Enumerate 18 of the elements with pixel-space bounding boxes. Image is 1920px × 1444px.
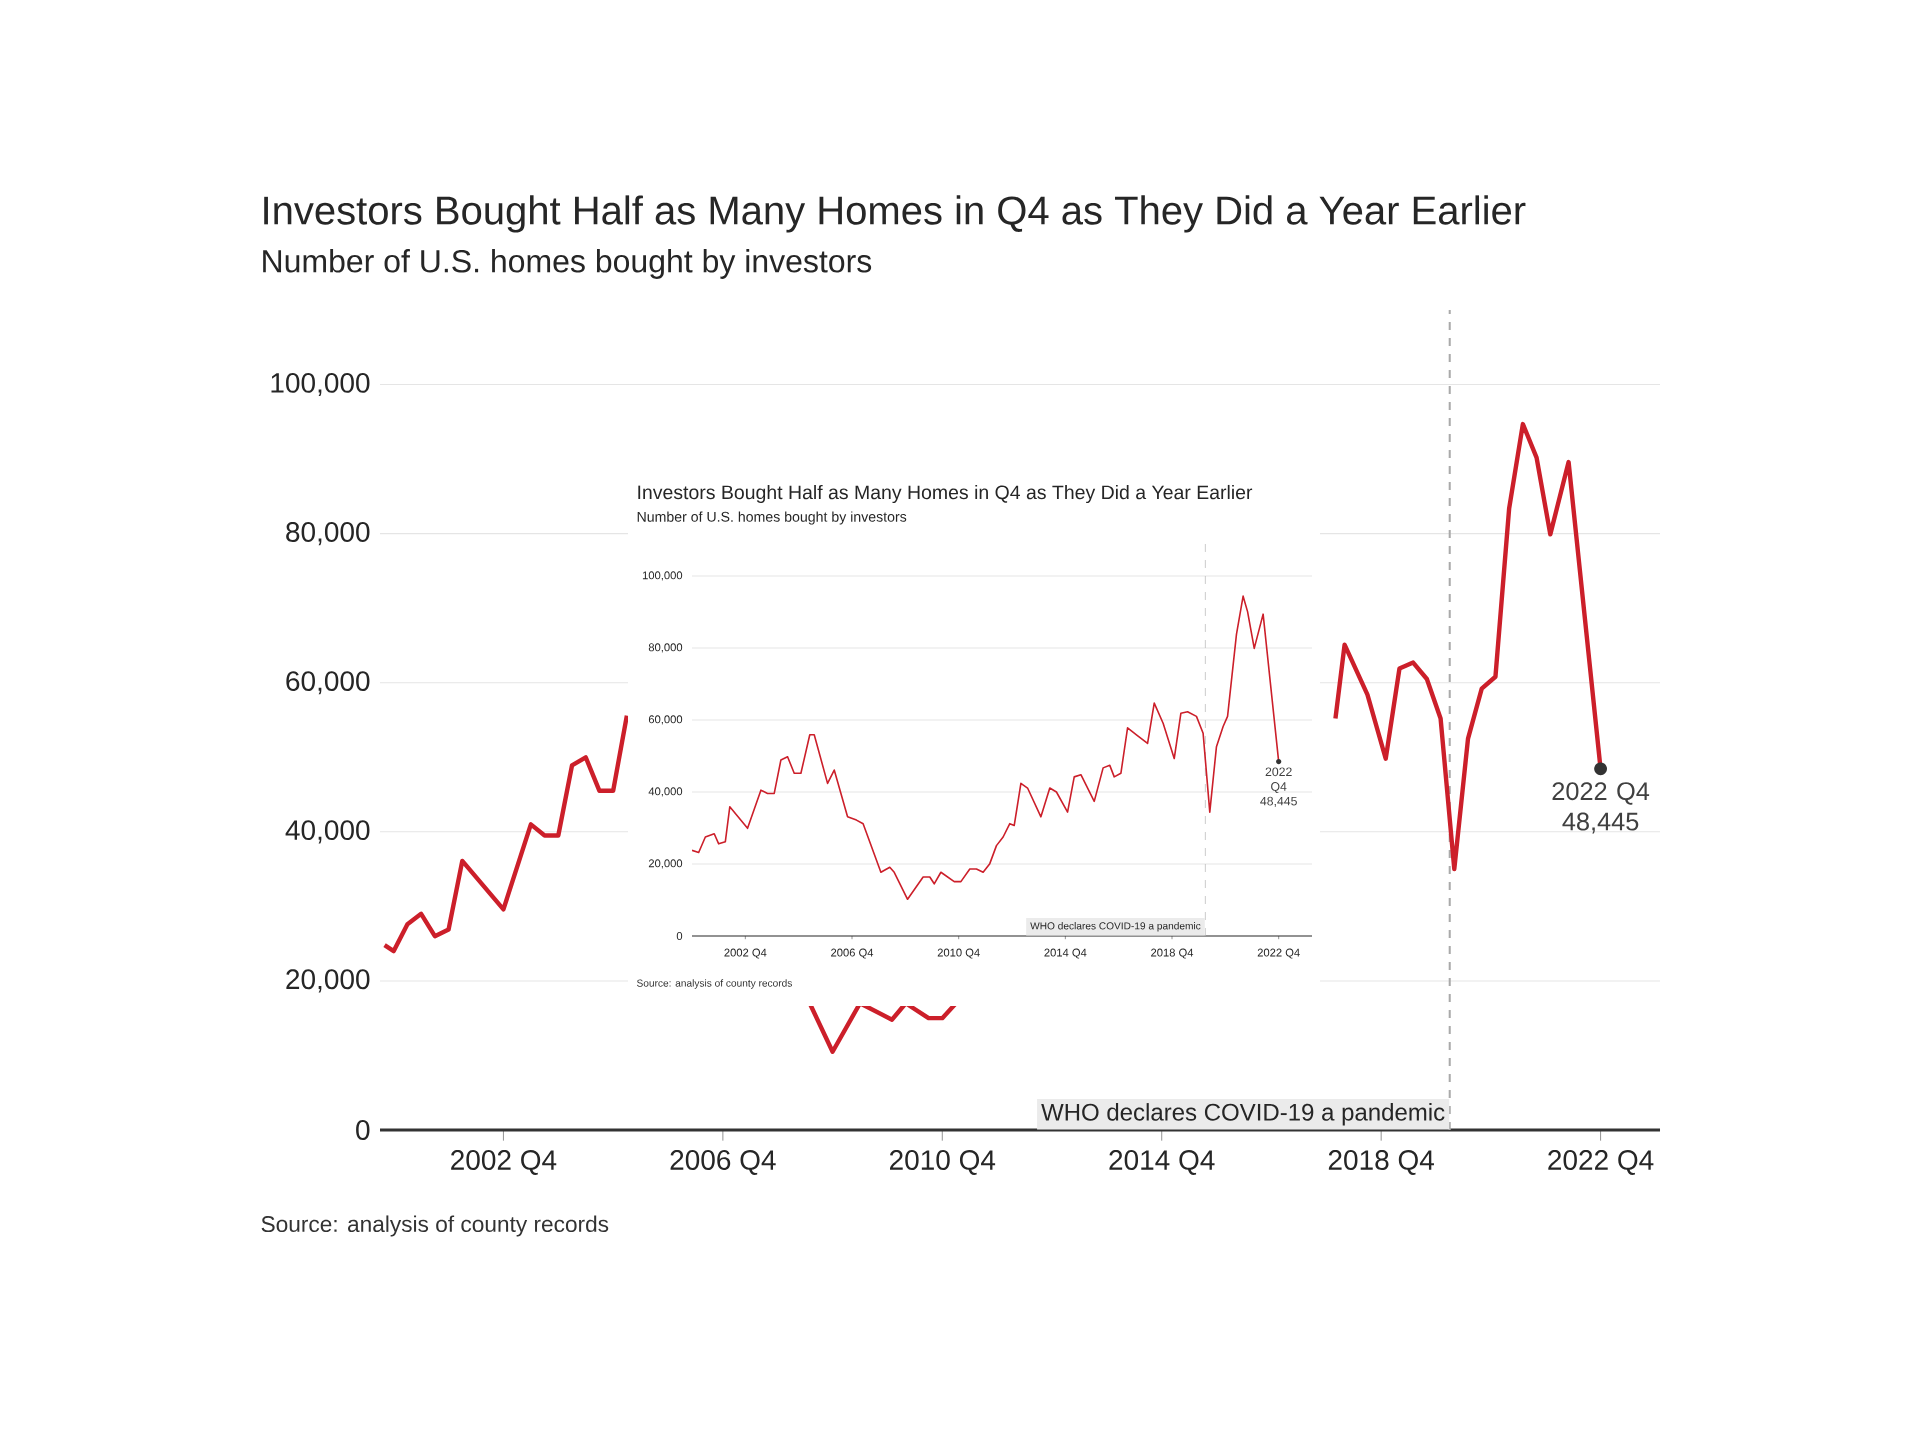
- y-tick-label: 80,000: [286, 522, 370, 546]
- source-note: Source: analysis of county records: [261, 1215, 609, 1237]
- chart-title: Investors Bought Half as Many Homes in Q4 as They Did a Year Earlier: [264, 195, 1526, 233]
- x-tick-label: 2014 Q4: [1109, 1150, 1215, 1175]
- y-tick-label: 40,000: [285, 820, 370, 844]
- y-tick-label: 20,000: [286, 969, 370, 993]
- y-tick-label: 0: [356, 1120, 370, 1140]
- x-tick-label: 2006 Q4: [670, 1150, 776, 1175]
- chart-title: Investors Bought Half as Many Homes in Q4 as They Did a Year Earlier: [638, 484, 1253, 504]
- annotation: 2022 Q4 48,445: [1552, 782, 1650, 834]
- chart-subtitle: Number of U.S. homes bought by investors: [263, 249, 872, 279]
- x-tick-label: 2018 Q4: [1328, 1150, 1434, 1175]
- y-tick-label: 100,000: [271, 372, 370, 397]
- ref-line-label: WHO declares COVID-19 a pandemic: [1041, 1103, 1445, 1126]
- y-tick-label: 60,000: [286, 671, 370, 695]
- x-tick-label: 2022 Q4: [1548, 1150, 1654, 1175]
- x-tick-label: 2010 Q4: [890, 1150, 996, 1175]
- x-tick-label: 2002 Q4: [451, 1150, 557, 1175]
